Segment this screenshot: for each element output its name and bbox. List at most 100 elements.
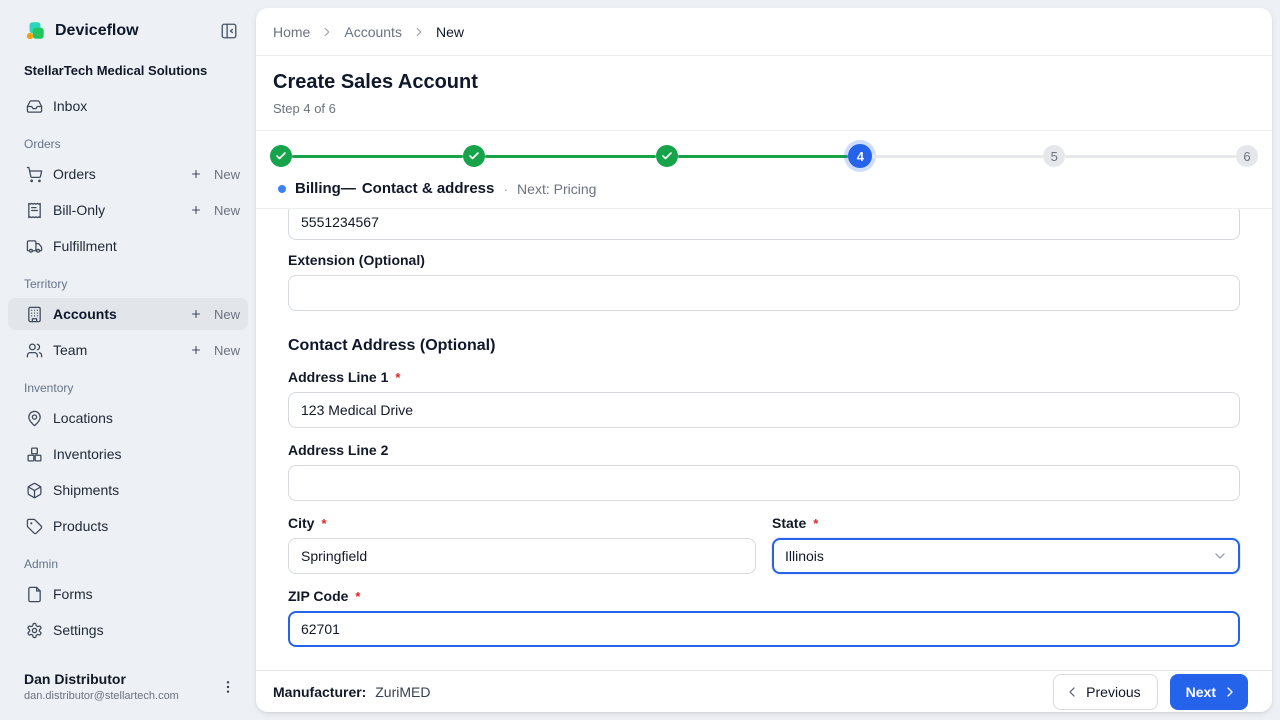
brand-name: Deviceflow (55, 22, 139, 39)
sidebar: Deviceflow StellarTech Medical Solutions… (0, 0, 256, 720)
state-field-group: State * Illinois (772, 515, 1240, 574)
sidebar-item-label: Forms (53, 586, 93, 602)
user-email: dan.distributor@stellartech.com (24, 690, 179, 702)
stepper-connector (872, 154, 1044, 158)
collapse-sidebar-button[interactable] (218, 20, 240, 42)
new-bill-only-button[interactable]: New (190, 203, 240, 218)
section-title-orders: Orders (24, 137, 61, 151)
sidebar-item-orders[interactable]: Orders New (8, 158, 248, 190)
step-4-active[interactable]: 4 (848, 144, 873, 168)
next-step-hint: Next: Pricing (517, 180, 597, 197)
city-label: City * (288, 515, 327, 531)
state-label: State * (772, 515, 819, 531)
stepper-track: 4 5 6 (270, 144, 1258, 168)
current-phase-dot (278, 184, 286, 193)
section-title-admin: Admin (24, 557, 59, 571)
address2-input[interactable] (288, 465, 1240, 501)
sidebar-item-label: Settings (53, 622, 104, 638)
sidebar-header: Deviceflow (8, 0, 248, 42)
phone-number-input[interactable] (288, 209, 1240, 240)
user-info: Dan Distributor dan.distributor@stellart… (24, 671, 179, 702)
sidebar-item-settings[interactable]: Settings (8, 614, 248, 646)
page-header: Create Sales Account Step 4 of 6 (256, 56, 1272, 131)
sidebar-item-team[interactable]: Team New (8, 334, 248, 366)
plus-icon (191, 345, 201, 355)
inbox-icon (26, 99, 43, 113)
zip-field-group: ZIP Code * (288, 588, 1240, 647)
stepper-connector (292, 154, 463, 158)
new-team-button[interactable]: New (190, 343, 240, 358)
chevron-down-icon (1215, 553, 1225, 559)
step-indicator-text: Step 4 of 6 (273, 101, 336, 116)
step-3-complete[interactable] (655, 145, 678, 167)
step-1-complete[interactable] (270, 145, 292, 167)
user-name: Dan Distributor (24, 671, 126, 687)
user-kebab-button[interactable] (218, 677, 238, 697)
zip-label: ZIP Code * (288, 588, 361, 604)
check-icon (661, 152, 672, 160)
next-button[interactable]: Next (1169, 673, 1248, 710)
manufacturer-label: Manufacturer: (273, 683, 367, 700)
address2-label: Address Line 2 (288, 442, 389, 458)
building-icon (28, 306, 41, 322)
sidebar-item-label: Shipments (53, 482, 120, 498)
city-input[interactable] (288, 538, 756, 574)
user-menu[interactable]: Dan Distributor dan.distributor@stellart… (8, 659, 248, 720)
required-asterisk: * (355, 588, 361, 604)
sidebar-item-products[interactable]: Products (8, 510, 248, 542)
previous-button[interactable]: Previous (1053, 673, 1158, 710)
sidebar-item-label: Locations (53, 410, 113, 426)
new-account-button[interactable]: New (190, 307, 240, 322)
chevron-right-icon (325, 27, 330, 36)
sidebar-item-locations[interactable]: Locations (8, 402, 248, 434)
required-asterisk: * (321, 515, 327, 531)
check-icon (468, 152, 479, 160)
state-selected-value: Illinois (785, 548, 824, 564)
plus-icon (191, 169, 201, 179)
manufacturer-value: ZuriMED (375, 683, 431, 700)
extension-input[interactable] (288, 275, 1240, 311)
sidebar-item-inbox[interactable]: Inbox (8, 90, 248, 122)
truck-icon (26, 239, 43, 253)
stepper-status-line: Billing — Contact & address · Next: Pric… (270, 180, 1258, 197)
sidebar-item-forms[interactable]: Forms (8, 578, 248, 610)
wizard-footer: Manufacturer: ZuriMED Previous Next (256, 670, 1272, 712)
step-5[interactable]: 5 (1043, 145, 1066, 167)
brand[interactable]: Deviceflow (24, 20, 139, 42)
extension-label: Extension (Optional) (288, 252, 425, 268)
zip-input[interactable] (288, 611, 1240, 647)
state-select[interactable]: Illinois (772, 538, 1240, 574)
step-6[interactable]: 6 (1235, 145, 1258, 167)
footer-actions: Previous Next (1053, 673, 1248, 710)
sidebar-item-inventories[interactable]: Inventories (8, 438, 248, 470)
status-separator: · (503, 180, 509, 197)
step-2-complete[interactable] (462, 145, 485, 167)
sidebar-item-shipments[interactable]: Shipments (8, 474, 248, 506)
users-icon (26, 342, 43, 358)
stepper-connector (677, 154, 849, 158)
new-order-button[interactable]: New (190, 167, 240, 182)
cart-icon (26, 166, 43, 182)
sidebar-item-accounts[interactable]: Accounts New (8, 298, 248, 330)
plus-icon (191, 309, 201, 319)
receipt-icon (28, 202, 41, 218)
breadcrumb-accounts[interactable]: Accounts (344, 23, 402, 40)
phase-label: Billing (295, 180, 341, 197)
breadcrumb-home[interactable]: Home (273, 23, 311, 40)
address1-label: Address Line 1 * (288, 369, 401, 385)
stepper-connector (1065, 154, 1236, 158)
org-name: StellarTech Medical Solutions (24, 63, 208, 78)
sidebar-item-label: Products (53, 518, 109, 534)
section-title-territory: Territory (24, 277, 68, 291)
check-icon (276, 152, 286, 160)
sidebar-item-bill-only[interactable]: Bill-Only New (8, 194, 248, 226)
address1-input[interactable] (288, 392, 1240, 428)
sidebar-item-label: Orders (53, 166, 96, 182)
sidebar-item-label: Team (53, 342, 88, 358)
sidebar-item-fulfillment[interactable]: Fulfillment (8, 230, 248, 262)
breadcrumb: Home Accounts New (256, 8, 1272, 56)
tag-icon (26, 518, 43, 534)
deviceflow-logo-icon (26, 22, 44, 40)
gear-icon (27, 622, 42, 638)
page-title: Create Sales Account (273, 71, 478, 93)
